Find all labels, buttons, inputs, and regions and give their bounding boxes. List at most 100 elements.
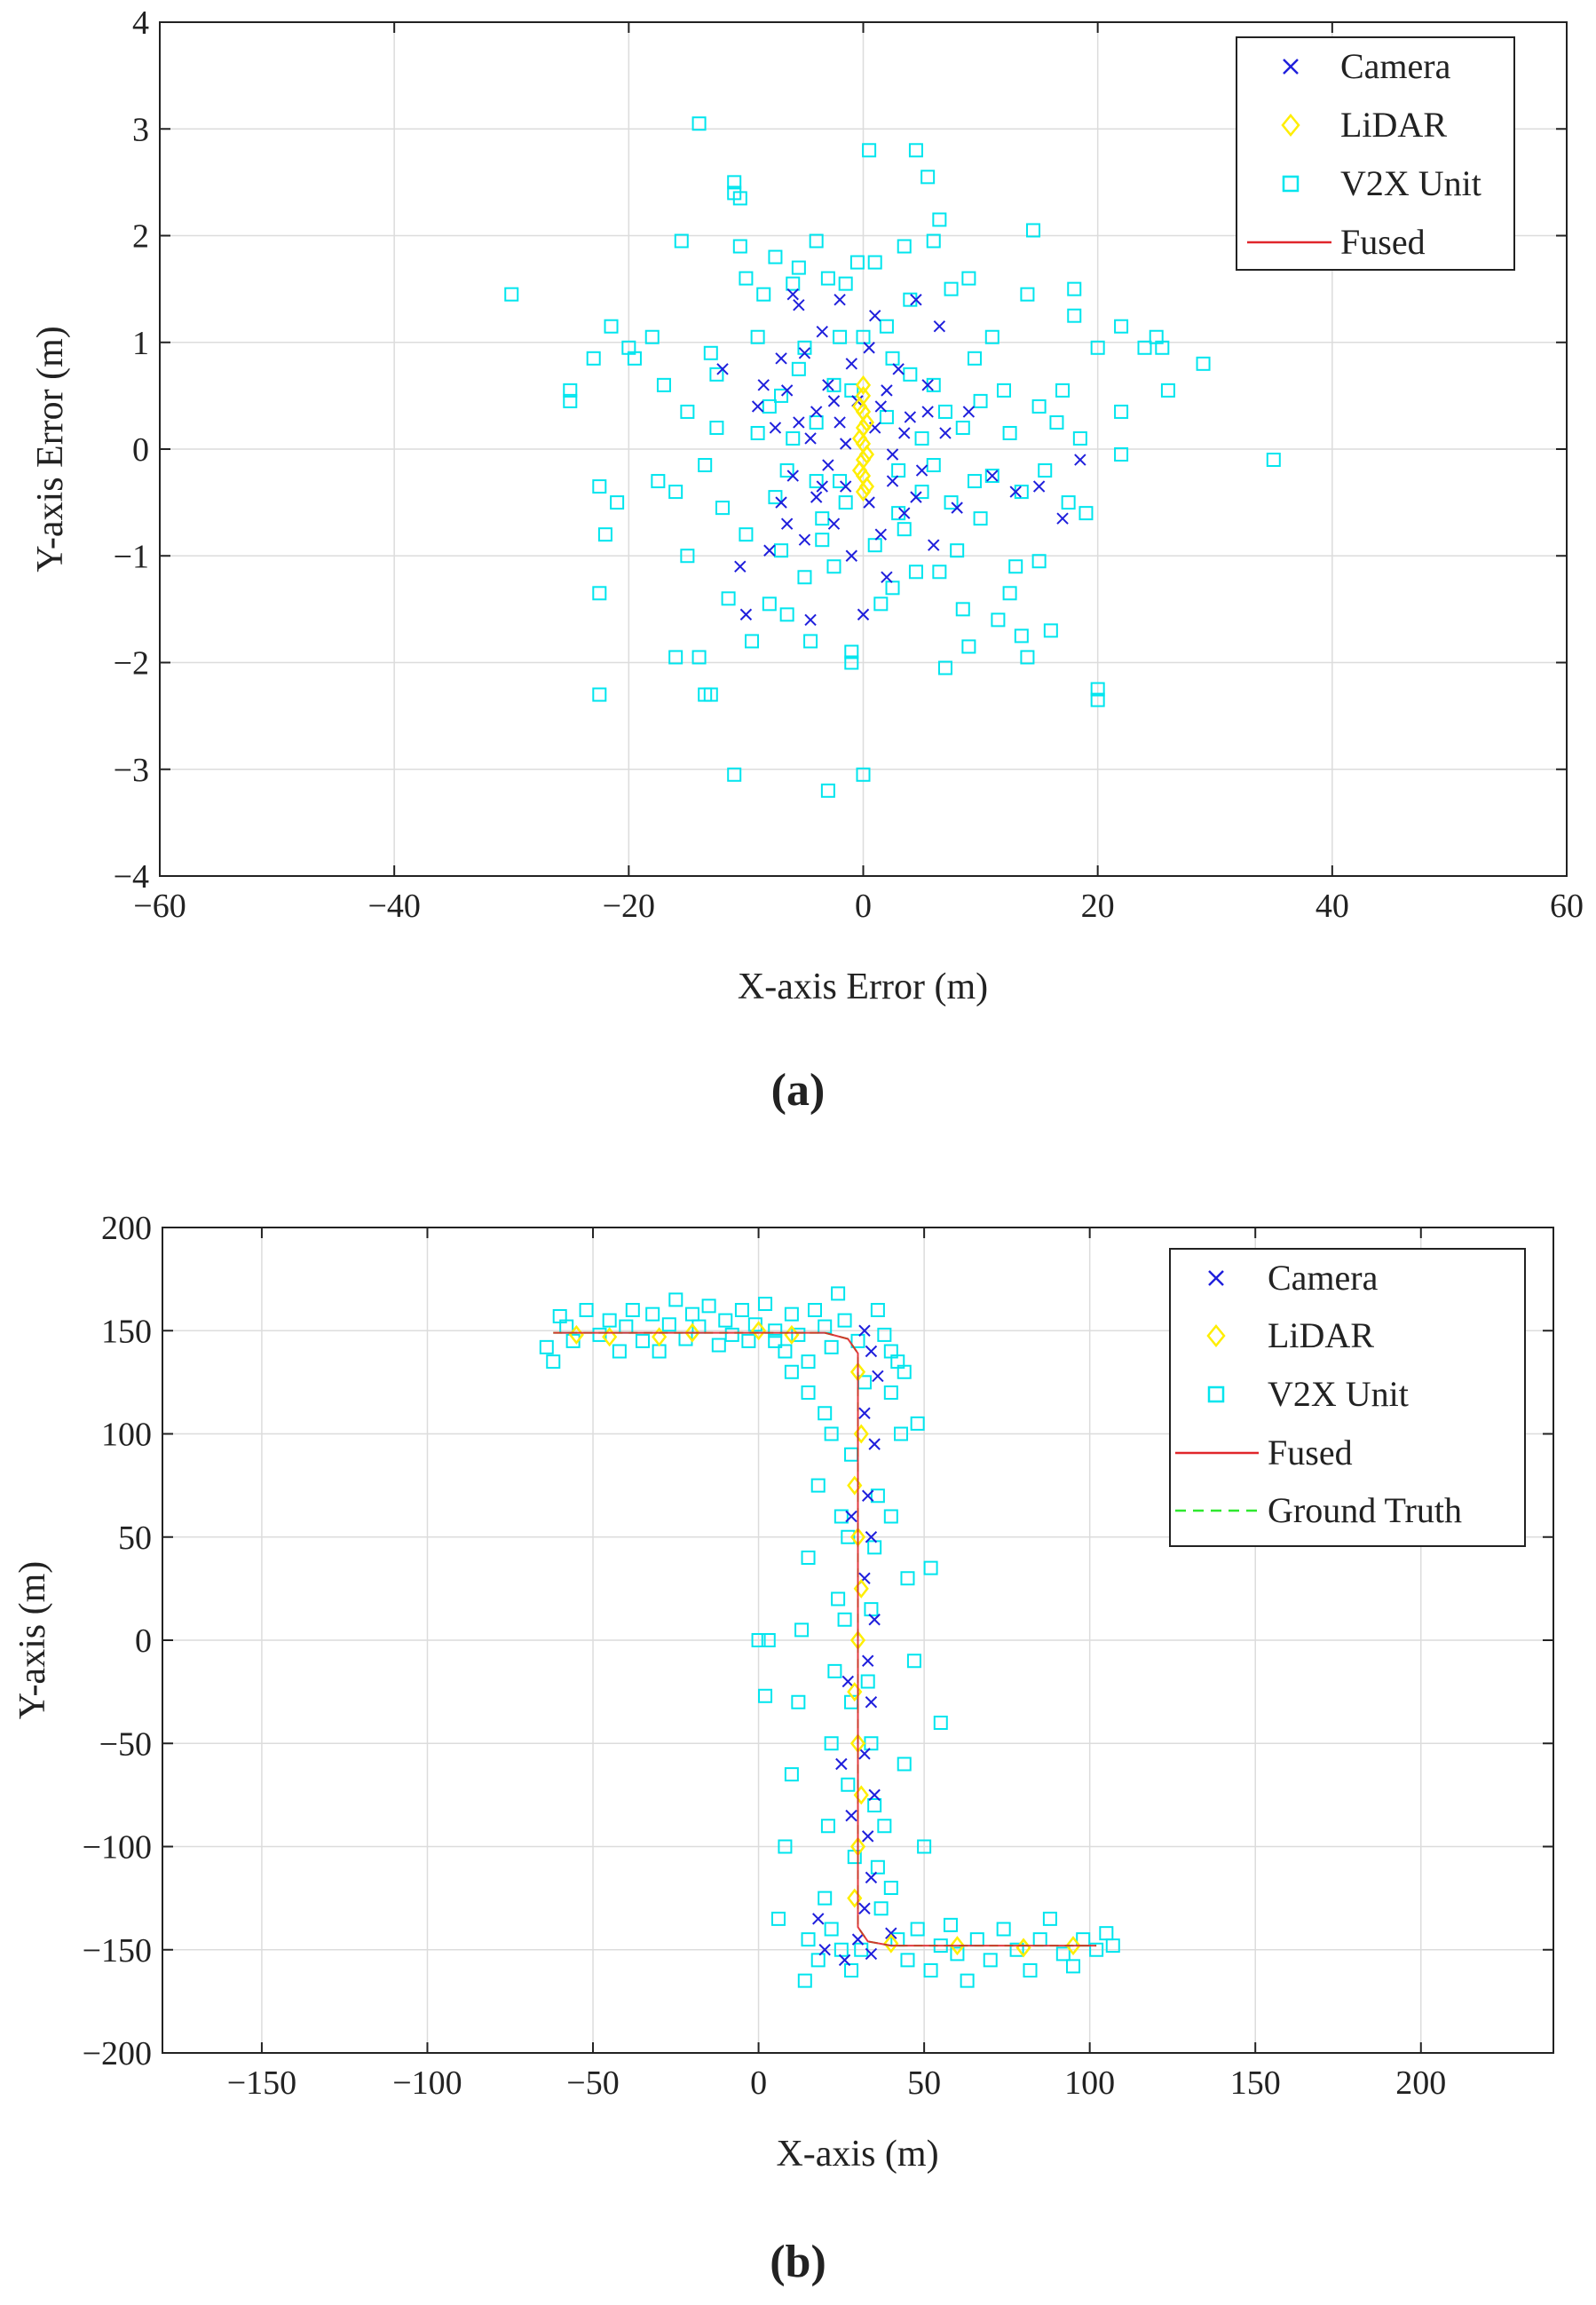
point-v2x-unit-a xyxy=(908,564,923,580)
point-v2x-unit-a xyxy=(926,458,941,473)
point-camera-a xyxy=(892,363,905,375)
point-v2x-unit-a xyxy=(797,570,812,585)
point-v2x-unit-a xyxy=(903,367,918,382)
point-v2x-unit-a xyxy=(721,591,736,606)
y-tick-label-a: 2 xyxy=(132,218,149,256)
point-v2x-unit-a xyxy=(1002,586,1017,601)
point-v2x-unit-b xyxy=(983,1953,998,1968)
point-v2x-unit-a xyxy=(809,233,824,249)
point-v2x-unit-b xyxy=(831,1591,846,1606)
point-lidar-a xyxy=(858,412,875,432)
point-v2x-unit-b xyxy=(917,1839,932,1854)
point-v2x-unit-b xyxy=(801,1354,816,1370)
point-camera-a xyxy=(962,406,976,418)
point-v2x-unit-a xyxy=(833,329,848,344)
point-v2x-unit-b xyxy=(778,1839,793,1854)
point-v2x-unit-a xyxy=(563,393,578,408)
point-v2x-unit-a xyxy=(908,143,923,158)
x-tick-label-b: 50 xyxy=(907,2064,941,2102)
legend-camera-label-b: Camera xyxy=(1268,1258,1379,1298)
point-v2x-unit-a xyxy=(739,271,754,286)
ticks-b: −150 −100 −50 0 50 100 150 200 −200 −150 −100 −50 0 5… xyxy=(83,1210,1553,2102)
point-camera-a xyxy=(933,320,946,333)
point-v2x-unit-b xyxy=(870,1859,885,1875)
point-v2x-unit-b xyxy=(844,1963,859,1977)
point-v2x-unit-a xyxy=(727,175,742,190)
y-tick-label-b: 100 xyxy=(101,1417,152,1454)
point-v2x-unit-a xyxy=(879,319,894,334)
y-axis-label-a: Y-axis Error (m) xyxy=(30,326,71,572)
point-lidar-b xyxy=(750,1321,767,1341)
legend-v2x-marker-a xyxy=(1282,175,1300,193)
point-camera-a xyxy=(798,533,811,546)
point-v2x-unit-a xyxy=(680,549,695,564)
point-v2x-unit-a xyxy=(698,458,713,473)
point-v2x-unit-a xyxy=(1002,425,1017,440)
point-camera-b xyxy=(865,1947,878,1961)
point-v2x-unit-b xyxy=(807,1303,822,1317)
point-v2x-unit-b xyxy=(1009,1942,1024,1957)
point-v2x-unit-a xyxy=(867,538,882,553)
point-v2x-unit-a xyxy=(592,687,607,702)
x-tick-label-a: 60 xyxy=(1550,888,1584,925)
point-v2x-unit-a xyxy=(932,564,947,580)
point-camera-a xyxy=(939,427,952,439)
point-v2x-unit-b xyxy=(539,1339,554,1354)
point-v2x-unit-b xyxy=(1055,1946,1071,1962)
point-v2x-unit-a xyxy=(732,239,747,254)
point-camera-b xyxy=(858,1324,871,1337)
point-v2x-unit-b xyxy=(761,1633,776,1647)
point-camera-a xyxy=(898,507,911,519)
point-v2x-unit-b xyxy=(801,1385,816,1400)
point-camera-b xyxy=(861,1830,874,1843)
legend-item-ground-truth-b: Ground Truth xyxy=(1175,1490,1462,1530)
legend-lidar-marker-b xyxy=(1206,1324,1226,1347)
point-v2x-unit-b xyxy=(711,1338,726,1353)
point-v2x-unit-b xyxy=(758,1688,773,1703)
point-v2x-unit-a xyxy=(1020,650,1035,665)
legend-camera-marker-b xyxy=(1208,1270,1224,1286)
y-tick-label-a: −1 xyxy=(114,538,149,575)
point-camera-a xyxy=(886,448,899,461)
point-v2x-unit-a xyxy=(926,233,941,249)
point-v2x-unit-a xyxy=(779,607,794,622)
point-v2x-unit-b xyxy=(883,1385,898,1400)
point-v2x-unit-b xyxy=(1089,1942,1104,1957)
point-v2x-unit-a xyxy=(703,687,718,702)
legend-lidar-marker-a xyxy=(1281,114,1300,137)
point-v2x-unit-b xyxy=(870,1488,885,1504)
point-camera-a xyxy=(716,363,729,375)
point-v2x-unit-b xyxy=(579,1303,594,1317)
y-tick-label-a: −2 xyxy=(114,645,149,683)
point-v2x-unit-a xyxy=(932,212,947,227)
point-v2x-unit-a xyxy=(885,351,900,366)
chart-panel-a: −60 −40 −20 0 20 40 60 −4 −3 −2 −1 0 1 2 3 4 X-axis Err… xyxy=(30,4,1584,1007)
point-v2x-unit-a xyxy=(656,377,671,392)
point-camera-a xyxy=(881,384,893,397)
point-v2x-unit-a xyxy=(750,329,765,344)
point-v2x-unit-a xyxy=(1031,399,1047,414)
point-v2x-unit-b xyxy=(768,1323,783,1338)
point-v2x-unit-b xyxy=(877,1327,892,1342)
y-tick-label-b: −100 xyxy=(83,1829,152,1867)
point-v2x-unit-a xyxy=(885,580,900,596)
point-camera-a xyxy=(874,400,888,413)
fused-line-b xyxy=(553,1331,1097,1947)
point-camera-a xyxy=(827,395,841,407)
point-v2x-unit-a xyxy=(920,170,936,185)
point-v2x-unit-a xyxy=(820,271,835,286)
point-v2x-unit-b xyxy=(873,1901,889,1916)
point-v2x-unit-a xyxy=(803,634,818,649)
point-v2x-unit-a xyxy=(1137,340,1152,355)
legend-fused-label-b: Fused xyxy=(1268,1433,1353,1472)
point-v2x-unit-a xyxy=(961,271,976,286)
point-camera-b xyxy=(841,1675,855,1688)
point-v2x-unit-a xyxy=(856,767,871,782)
point-v2x-unit-a xyxy=(961,639,976,654)
legend-v2x-label-a: V2X Unit xyxy=(1340,163,1481,203)
legend-camera-marker-a xyxy=(1283,59,1299,75)
point-camera-a xyxy=(951,501,963,514)
point-v2x-unit-b xyxy=(897,1756,912,1772)
x-tick-label-b: −50 xyxy=(566,2064,619,2102)
point-camera-a xyxy=(898,427,911,439)
